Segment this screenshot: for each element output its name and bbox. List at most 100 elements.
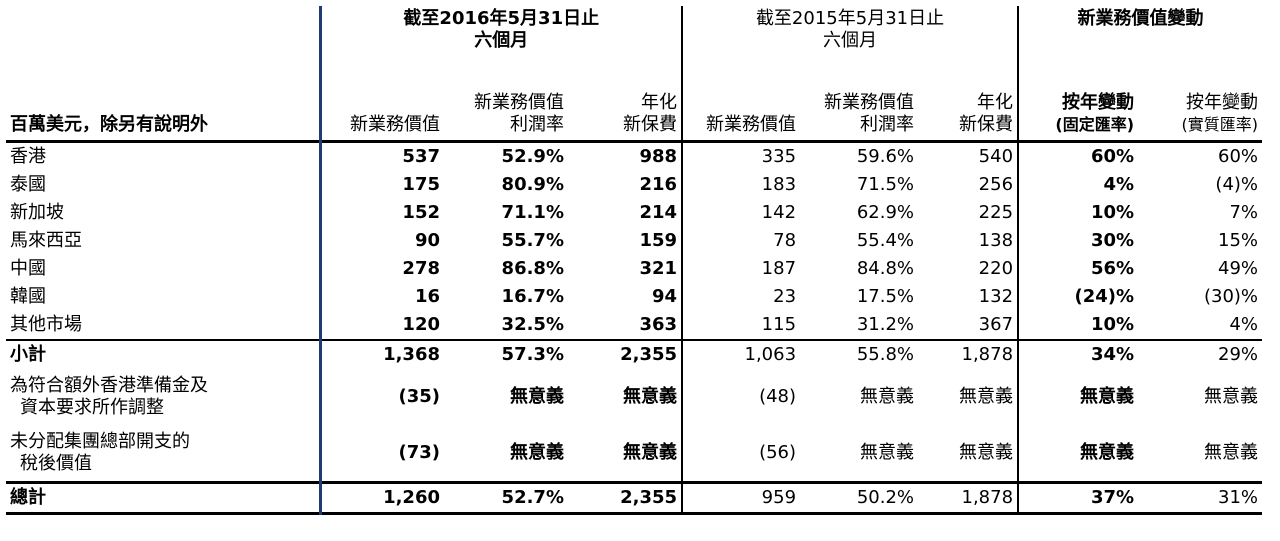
col-yoy-actual-line2: (實質匯率) xyxy=(1181,115,1259,134)
cell-yoy-constant: (24)% xyxy=(1017,283,1139,311)
cell-margin-2015: 71.5% xyxy=(856,174,915,195)
subtotal-row: 小計 1,368 57.3% 2,355 1,063 55.8% 1,878 3… xyxy=(6,340,1263,369)
cell-nbv-2015: 1,063 xyxy=(681,340,801,369)
cell-margin-2016: 80.9% xyxy=(501,174,564,195)
adjustment-label-line1: 為符合額外香港準備金及 xyxy=(10,375,208,396)
cell-ape-2016: 無意義 xyxy=(623,442,678,463)
cell-nbv-2016: 152 xyxy=(318,199,444,227)
cell-nbv-2015: (48) xyxy=(681,369,801,425)
cell-nbv-2016: 175 xyxy=(318,171,444,199)
cell-margin-2016: 86.8% xyxy=(501,258,564,279)
cell-nbv-2015: 142 xyxy=(681,199,801,227)
cell-ape-2015: 1,878 xyxy=(961,487,1014,508)
col-nbv-2015: 新業務價值 xyxy=(681,76,801,142)
cell-yoy-actual: 31% xyxy=(1218,487,1259,508)
cell-margin-2015: 55.4% xyxy=(856,230,915,251)
cell-margin-2016: 57.3% xyxy=(501,344,564,365)
cell-nbv-2015: 335 xyxy=(681,141,801,171)
cell-nbv-2016: 1,260 xyxy=(318,482,444,514)
cell-ape-2016: 2,355 xyxy=(620,487,678,508)
col-nbv-2016: 新業務價值 xyxy=(318,76,444,142)
cell-yoy-constant: 10% xyxy=(1017,199,1139,227)
cell-yoy-constant: 60% xyxy=(1017,141,1139,171)
total-label: 總計 xyxy=(10,487,46,508)
cell-ape-2016: 159 xyxy=(639,230,678,251)
col-ape-2016: 年化 新保費 xyxy=(568,76,682,142)
col-margin-2015-line1: 新業務價值 xyxy=(824,92,915,113)
col-margin-2016-line2: 利潤率 xyxy=(510,114,564,135)
col-ape-2015: 年化 新保費 xyxy=(918,76,1018,142)
cell-nbv-2016: 278 xyxy=(318,255,444,283)
cell-ape-2016: 988 xyxy=(639,146,678,167)
col-margin-2015-line2: 利潤率 xyxy=(860,114,915,135)
cell-yoy-actual: 無意義 xyxy=(1204,442,1259,463)
header-blank xyxy=(6,6,320,76)
cell-yoy-constant: 37% xyxy=(1017,482,1139,514)
cell-yoy-actual: 29% xyxy=(1218,344,1259,365)
header-row-columns: 百萬美元，除另有說明外 新業務價值 新業務價值 利潤率 年化 新保費 新業務價值… xyxy=(6,76,1263,142)
adjustment-label: 為符合額外香港準備金及 資本要求所作調整 xyxy=(6,369,320,425)
cell-margin-2015: 55.8% xyxy=(856,344,915,365)
col-yoy-constant-line2: (固定匯率) xyxy=(1055,115,1135,134)
group-2016-line2: 六個月 xyxy=(474,30,529,51)
cell-nbv-2015: 78 xyxy=(681,227,801,255)
cell-margin-2015: 59.6% xyxy=(856,146,915,167)
nbv-table: 截至2016年5月31日止 六個月 截至2015年5月31日止 六個月 新業務價… xyxy=(6,6,1263,515)
cell-yoy-actual: 60% xyxy=(1218,146,1259,167)
cell-ape-2015: 256 xyxy=(978,174,1014,195)
cell-margin-2015: 無意義 xyxy=(860,386,915,407)
cell-nbv-2016: 120 xyxy=(318,311,444,340)
col-yoy-actual: 按年變動 (實質匯率) xyxy=(1138,76,1262,142)
group-change: 新業務價值變動 xyxy=(1017,6,1263,76)
cell-ape-2016: 2,355 xyxy=(620,344,678,365)
cell-ape-2015: 1,878 xyxy=(961,344,1014,365)
row-label: 中國 xyxy=(10,258,46,279)
cell-ape-2016: 321 xyxy=(639,258,678,279)
cell-nbv-2016: (73) xyxy=(318,425,444,483)
row-label: 香港 xyxy=(10,146,46,167)
cell-yoy-actual: 4% xyxy=(1229,314,1259,335)
adjustment-row-overhead: 未分配集團總部開支的 稅後價值 (73) 無意義 無意義 (56) 無意義 無意… xyxy=(6,425,1262,483)
table-row: 中國 278 86.8% 321 187 84.8% 220 56% 49% xyxy=(6,255,1262,283)
cell-yoy-actual: 7% xyxy=(1229,202,1259,223)
cell-margin-2016: 52.7% xyxy=(501,487,564,508)
col-yoy-constant: 按年變動 (固定匯率) xyxy=(1017,76,1139,142)
cell-margin-2016: 無意義 xyxy=(510,386,564,407)
cell-margin-2015: 84.8% xyxy=(856,258,915,279)
cell-margin-2016: 52.9% xyxy=(501,146,564,167)
cell-yoy-actual: 無意義 xyxy=(1204,386,1259,407)
adjustment-row-reserves: 為符合額外香港準備金及 資本要求所作調整 (35) 無意義 無意義 (48) 無… xyxy=(6,369,1262,425)
cell-margin-2015: 62.9% xyxy=(856,202,915,223)
cell-yoy-actual: (30)% xyxy=(1203,286,1259,307)
group-2016: 截至2016年5月31日止 六個月 xyxy=(318,6,683,76)
cell-margin-2015: 無意義 xyxy=(860,442,915,463)
adjustment-label: 未分配集團總部開支的 稅後價值 xyxy=(6,425,320,483)
col-yoy-actual-line1: 按年變動 xyxy=(1186,92,1259,113)
cell-yoy-constant: 56% xyxy=(1017,255,1139,283)
adjustment-label-line1: 未分配集團總部開支的 xyxy=(10,431,190,452)
cell-nbv-2016: 1,368 xyxy=(318,340,444,369)
cell-yoy-constant: 無意義 xyxy=(1017,369,1139,425)
cell-margin-2015: 17.5% xyxy=(856,286,915,307)
cell-ape-2015: 540 xyxy=(978,146,1014,167)
cell-ape-2016: 216 xyxy=(639,174,678,195)
cell-yoy-actual: (4)% xyxy=(1215,174,1259,195)
group-2016-line1: 截至2016年5月31日止 xyxy=(403,8,600,29)
cell-ape-2015: 132 xyxy=(978,286,1014,307)
cell-yoy-constant: 34% xyxy=(1017,340,1139,369)
cell-nbv-2015: 187 xyxy=(681,255,801,283)
group-2015-line1: 截至2015年5月31日止 xyxy=(755,8,945,29)
cell-yoy-actual: 49% xyxy=(1218,258,1259,279)
cell-ape-2015: 367 xyxy=(978,314,1014,335)
cell-margin-2016: 16.7% xyxy=(501,286,564,307)
cell-nbv-2015: 183 xyxy=(681,171,801,199)
cell-nbv-2016: 537 xyxy=(318,141,444,171)
adjustment-label-line2: 資本要求所作調整 xyxy=(20,397,164,418)
row-label: 新加坡 xyxy=(10,202,64,223)
cell-nbv-2015: (56) xyxy=(681,425,801,483)
cell-nbv-2016: (35) xyxy=(318,369,444,425)
cell-nbv-2015: 23 xyxy=(681,283,801,311)
row-label: 其他市場 xyxy=(10,314,82,335)
row-label: 泰國 xyxy=(10,174,46,195)
